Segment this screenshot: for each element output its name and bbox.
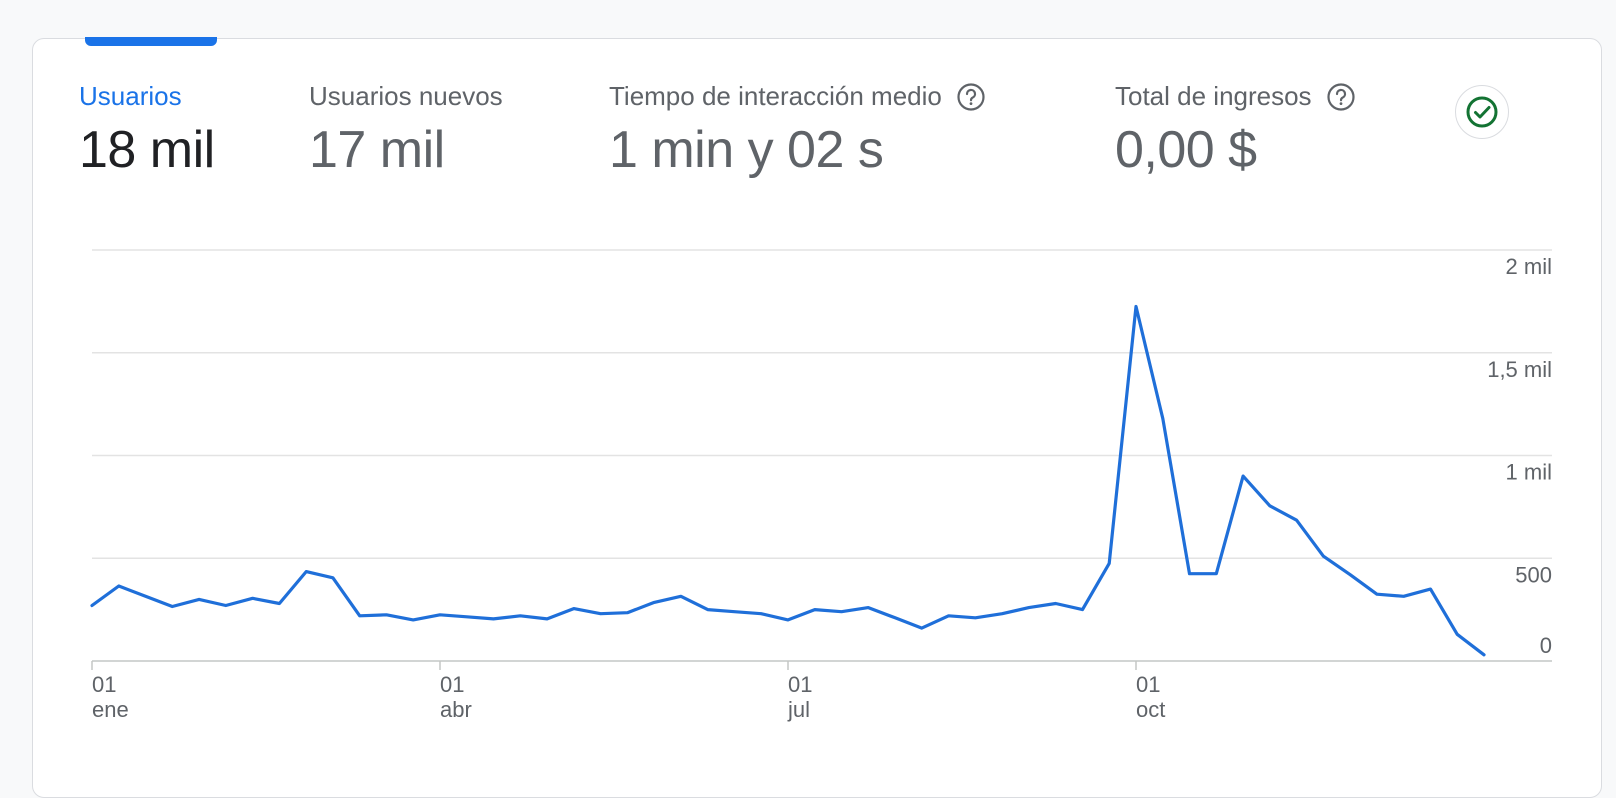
y-tick-label: 2 mil [1506, 254, 1552, 279]
metric-value: 17 mil [309, 121, 445, 179]
x-tick-label-day: 01 [1136, 672, 1160, 697]
y-tick-label: 1,5 mil [1487, 357, 1552, 382]
y-tick-label: 1 mil [1506, 460, 1552, 485]
active-tab-indicator [85, 37, 217, 46]
x-tick-label-month: ene [92, 697, 129, 722]
metric-label: Tiempo de interacción medio [609, 81, 986, 112]
metrics-card: Usuarios 18 mil Usuarios nuevos 17 mil T… [32, 37, 1602, 798]
metric-label-text: Usuarios [79, 81, 182, 111]
metric-label-text: Total de ingresos [1115, 81, 1312, 111]
x-tick-label-day: 01 [440, 672, 464, 697]
help-icon[interactable] [956, 82, 986, 112]
metric-value: 18 mil [79, 121, 215, 179]
x-tick-label-month: abr [440, 697, 472, 722]
metric-tab-usuarios-nuevos[interactable]: Usuarios nuevos 17 mil [309, 81, 503, 180]
x-tick-label-month: oct [1136, 697, 1165, 722]
metric-value: 1 min y 02 s [609, 121, 884, 179]
metric-label: Usuarios [79, 81, 215, 112]
metric-tab-total-ingresos[interactable]: Total de ingresos 0,00 $ [1115, 81, 1356, 180]
x-tick-label-day: 01 [92, 672, 116, 697]
metric-label-text: Usuarios nuevos [309, 81, 503, 111]
metric-label-text: Tiempo de interacción medio [609, 81, 942, 111]
series-line-usuarios [90, 304, 1486, 657]
metric-tab-usuarios[interactable]: Usuarios 18 mil [79, 81, 215, 180]
y-tick-label: 0 [1540, 633, 1552, 658]
metric-label: Usuarios nuevos [309, 81, 503, 112]
y-tick-label: 500 [1515, 562, 1552, 587]
metric-label: Total de ingresos [1115, 81, 1356, 112]
x-tick-label-month: jul [787, 697, 810, 722]
metric-tab-tiempo-interaccion[interactable]: Tiempo de interacción medio 1 min y 02 s [609, 81, 986, 180]
x-tick-label-day: 01 [788, 672, 812, 697]
check-circle-icon [1466, 96, 1498, 128]
metric-value: 0,00 $ [1115, 121, 1257, 179]
status-button[interactable] [1455, 85, 1509, 139]
help-icon[interactable] [1326, 82, 1356, 112]
